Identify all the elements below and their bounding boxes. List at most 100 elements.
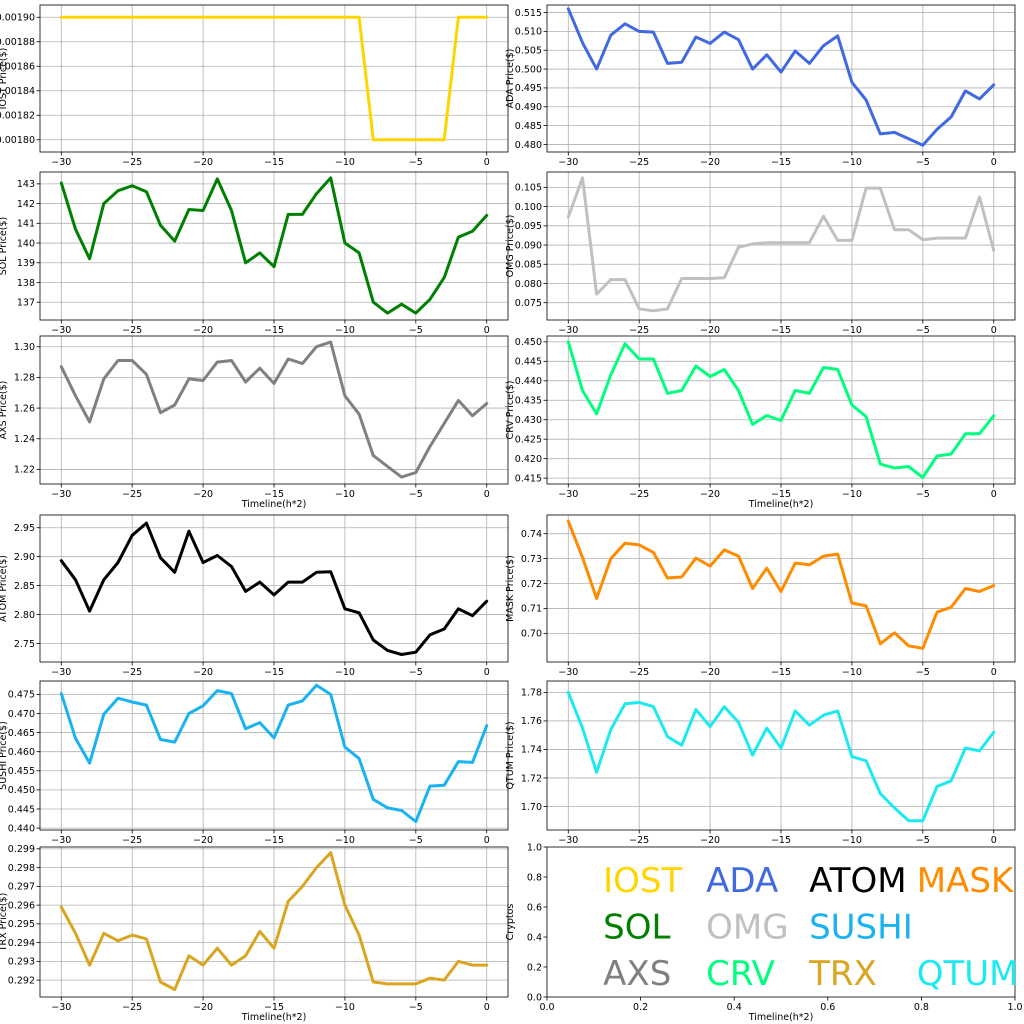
y-tick-label: 0.415 bbox=[515, 473, 542, 484]
x-tick-label: −25 bbox=[122, 667, 142, 678]
y-tick-label: 2.95 bbox=[14, 523, 35, 534]
y-tick-label: 1.22 bbox=[14, 465, 35, 476]
chart-panel-atom: −30 −25 −20 −15 −10 −5 0 2.75 2.80 2.85 2.90 2.95 AT… bbox=[0, 514, 509, 678]
series-line-ada bbox=[566, 7, 996, 147]
y-tick-label: 0.73 bbox=[521, 554, 542, 565]
y-tick-label: 1.28 bbox=[14, 373, 35, 384]
x-tick-label: −25 bbox=[629, 835, 649, 846]
y-tick-label: 0.00180 bbox=[0, 135, 35, 146]
x-tick-label: −10 bbox=[335, 835, 355, 846]
y-tick-label: 0.490 bbox=[515, 102, 542, 113]
y-tick-label: 0.485 bbox=[515, 121, 542, 132]
x-tick-label: −15 bbox=[771, 489, 791, 500]
x-tick-label: −30 bbox=[51, 157, 71, 168]
legend-label-qtum: QTUM bbox=[917, 954, 1019, 994]
y-axis-label: OMG Price($) bbox=[505, 215, 516, 278]
x-tick-label: −15 bbox=[264, 667, 284, 678]
x-tick-label: −30 bbox=[51, 1002, 71, 1013]
series-line-atom bbox=[59, 521, 489, 656]
x-tick-label: 0 bbox=[484, 835, 490, 846]
y-tick-label: 0.435 bbox=[515, 396, 542, 407]
y-tick-label: 0.510 bbox=[515, 27, 542, 38]
x-tick-label: 0.2 bbox=[633, 1002, 648, 1013]
x-axis-label: Timeline(h*2) bbox=[748, 499, 814, 510]
series-line-crv bbox=[566, 340, 996, 479]
legend-label-sushi: SUSHI bbox=[809, 908, 913, 948]
x-tick-label: 0 bbox=[991, 667, 997, 678]
x-tick-label: −5 bbox=[916, 325, 930, 336]
x-axis-label: Timeline(h*2) bbox=[241, 499, 307, 510]
y-axis-label: QTUM Price($) bbox=[505, 721, 516, 789]
y-tick-label: 0.0 bbox=[527, 992, 542, 1003]
x-tick-label: 0 bbox=[484, 1002, 490, 1013]
x-tick-label: −25 bbox=[629, 667, 649, 678]
y-tick-label: 0.500 bbox=[515, 64, 542, 75]
x-tick-label: −5 bbox=[409, 835, 423, 846]
y-tick-label: 0.295 bbox=[8, 919, 35, 930]
x-tick-label: −30 bbox=[51, 835, 71, 846]
y-tick-label: 0.080 bbox=[515, 279, 542, 290]
y-tick-label: 0.450 bbox=[515, 337, 542, 348]
y-tick-label: 0.296 bbox=[8, 900, 35, 911]
x-tick-label: −5 bbox=[916, 667, 930, 678]
y-tick-label: 0.2 bbox=[527, 962, 542, 973]
x-tick-label: −30 bbox=[558, 835, 578, 846]
y-tick-label: 142 bbox=[17, 199, 35, 210]
y-tick-label: 0.298 bbox=[8, 863, 35, 874]
y-tick-label: 139 bbox=[17, 258, 35, 269]
chart-panel-mask: −30 −25 −20 −15 −10 −5 0 0.70 0.71 0.72 0.73 0.74 MA… bbox=[505, 514, 1016, 678]
y-tick-label: 0.297 bbox=[8, 882, 35, 893]
y-tick-label: 0.450 bbox=[8, 785, 35, 796]
x-tick-label: 0 bbox=[484, 325, 490, 336]
x-tick-label: −15 bbox=[264, 1002, 284, 1013]
y-tick-label: 0.460 bbox=[8, 747, 35, 758]
x-tick-label: −20 bbox=[700, 157, 720, 168]
x-tick-label: −10 bbox=[335, 1002, 355, 1013]
x-tick-label: −5 bbox=[409, 157, 423, 168]
x-tick-label: 0 bbox=[484, 157, 490, 168]
x-tick-label: −30 bbox=[51, 667, 71, 678]
y-tick-label: 0.71 bbox=[521, 604, 542, 615]
legend-label-trx: TRX bbox=[808, 954, 877, 994]
x-tick-label: −30 bbox=[51, 325, 71, 336]
y-tick-label: 2.80 bbox=[14, 610, 35, 621]
x-tick-label: −10 bbox=[842, 489, 862, 500]
x-tick-label: −5 bbox=[916, 157, 930, 168]
legend-label-crv: CRV bbox=[706, 954, 775, 994]
y-tick-label: 0.075 bbox=[515, 298, 542, 309]
x-tick-label: −15 bbox=[771, 835, 791, 846]
x-tick-label: −5 bbox=[916, 489, 930, 500]
series-line-axs bbox=[59, 340, 489, 479]
chart-panel-axs: −30 −25 −20 −15 −10 −5 0 1.22 1.24 1.26 1.28 1.30 AX… bbox=[0, 335, 509, 510]
y-tick-label: 1.72 bbox=[521, 773, 542, 784]
y-tick-label: 138 bbox=[17, 278, 35, 289]
x-tick-label: −20 bbox=[193, 835, 213, 846]
y-tick-label: 1.26 bbox=[14, 403, 35, 414]
y-tick-label: 0.440 bbox=[8, 823, 35, 834]
chart-panel-crv: −30 −25 −20 −15 −10 −5 0 0.415 0.420 0.425 0.430 0.… bbox=[505, 335, 1016, 510]
y-axis-label: ADA Price($) bbox=[505, 49, 516, 109]
x-tick-label: −30 bbox=[558, 667, 578, 678]
y-tick-label: 0.00188 bbox=[0, 37, 35, 48]
y-tick-label: 1.74 bbox=[521, 745, 542, 756]
x-axis-label: Timeline(h*2) bbox=[241, 1012, 307, 1023]
x-tick-label: 0.6 bbox=[820, 1002, 835, 1013]
x-tick-label: −5 bbox=[409, 325, 423, 336]
legend-label-omg: OMG bbox=[706, 908, 788, 948]
chart-panel-omg: −30 −25 −20 −15 −10 −5 0 0.075 0.080 0.085 0.090 0.… bbox=[505, 171, 1016, 336]
y-tick-label: 0.430 bbox=[515, 415, 542, 426]
x-tick-label: 0 bbox=[484, 667, 490, 678]
chart-panel-qtum: −30 −25 −20 −15 −10 −5 0 1.70 1.72 1.74 1.76 1.78 QT… bbox=[505, 680, 1016, 846]
x-tick-label: −10 bbox=[842, 325, 862, 336]
x-tick-label: −15 bbox=[264, 157, 284, 168]
x-tick-label: −10 bbox=[842, 835, 862, 846]
y-tick-label: 2.75 bbox=[14, 639, 35, 650]
x-tick-label: −5 bbox=[409, 1002, 423, 1013]
y-tick-label: 0.420 bbox=[515, 454, 542, 465]
y-tick-label: 0.085 bbox=[515, 260, 542, 271]
y-tick-label: 1.30 bbox=[14, 342, 35, 353]
x-tick-label: −20 bbox=[700, 835, 720, 846]
y-axis-label: AXS Price($) bbox=[0, 381, 9, 440]
y-tick-label: 0.74 bbox=[521, 529, 542, 540]
legend-label-mask: MASK bbox=[917, 861, 1015, 901]
